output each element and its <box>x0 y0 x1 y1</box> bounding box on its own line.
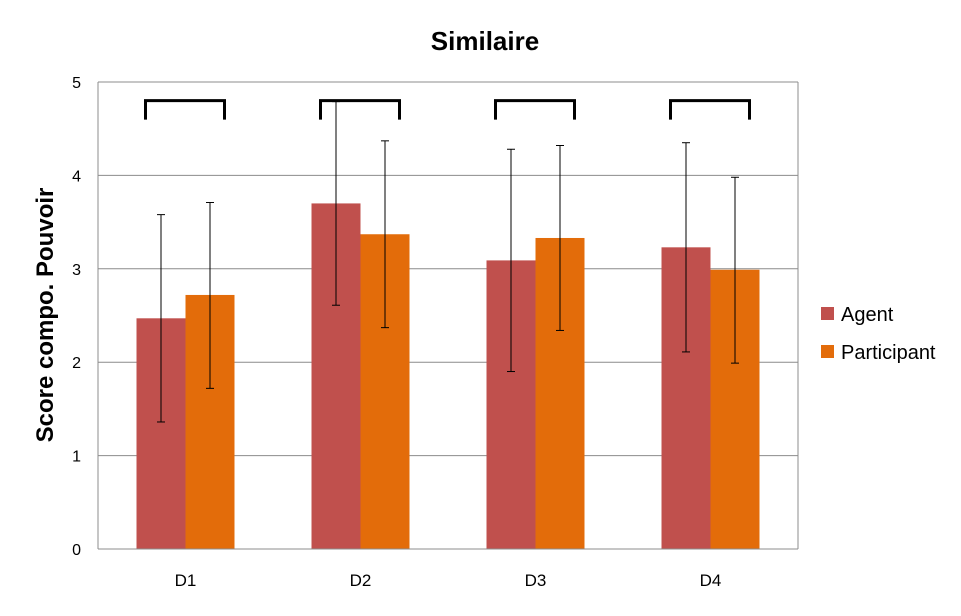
x-tick-label: D1 <box>175 571 197 590</box>
x-tick-label: D2 <box>350 571 372 590</box>
comparison-bracket <box>144 99 226 120</box>
x-tick-label: D4 <box>700 571 722 590</box>
error-bars <box>157 101 739 423</box>
comparison-brackets <box>144 99 751 120</box>
y-tick-label: 1 <box>72 449 81 466</box>
legend-swatch <box>821 345 834 358</box>
x-tick-label: D3 <box>525 571 547 590</box>
y-tick-label: 5 <box>72 75 81 92</box>
comparison-bracket <box>319 99 401 120</box>
legend: Agent Participant <box>821 304 936 364</box>
legend-label: Participant <box>841 342 936 364</box>
y-tick-label: 4 <box>72 168 81 185</box>
comparison-bracket <box>494 99 576 120</box>
chart-title: Similaire <box>431 26 539 56</box>
axes: 0 1 2 3 4 5 D1 D2 D3 D4 <box>72 75 799 590</box>
y-axis-label: Score compo. Pouvoir <box>32 188 59 443</box>
legend-label: Agent <box>841 304 894 326</box>
y-tick-label: 0 <box>72 542 81 559</box>
y-tick-label: 3 <box>72 262 81 279</box>
legend-swatch <box>821 307 834 320</box>
comparison-bracket <box>669 99 751 120</box>
bars <box>136 203 760 550</box>
y-tick-label: 2 <box>72 355 81 372</box>
